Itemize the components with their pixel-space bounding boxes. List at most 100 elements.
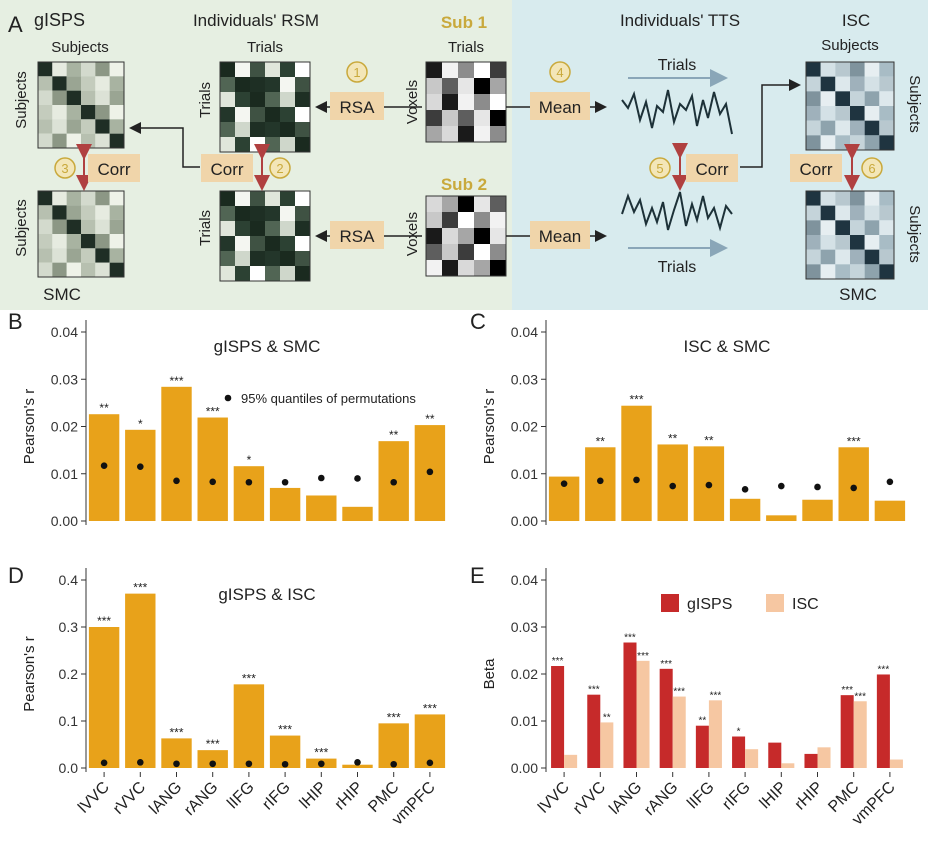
arrow-corr-to-isc [740,79,801,168]
matrix-cell [235,221,250,236]
matrix-cell [265,236,280,251]
matrix-cell [220,251,235,266]
y-tick-label: 0.03 [511,371,538,387]
matrix-cell [265,206,280,221]
bar-isc [889,759,903,768]
matrix-cell [66,62,81,77]
corr-tag-tts-bg [686,154,738,182]
significance-label: * [737,727,741,738]
matrix-cell [879,191,894,206]
matrix-cell [280,62,295,77]
x-tick-label: rHIP [332,779,367,814]
matrix-cell [426,228,442,244]
mean-tag-top: Mean [539,98,582,117]
matrix-cell [442,126,458,142]
matrix-cell [806,135,821,150]
matrix-cell [879,249,894,265]
matrix-cell [66,262,81,277]
matrix-cell [81,234,96,249]
matrix-cell [474,126,490,142]
significance-label: *** [169,725,183,739]
matrix-cell [52,191,67,206]
arrow-corr-to-glsps [129,122,200,168]
bar [766,515,797,521]
matrix-cell [38,119,53,134]
matrix-cell [52,133,67,148]
matrix-cell [850,135,865,150]
matrix-cell [806,220,821,235]
matrix-cell [806,62,821,77]
y-tick-label: 0.2 [59,666,79,682]
matrix-cell [295,77,310,92]
panel-letter-e: E [470,563,485,588]
step-circle-2 [269,157,291,179]
x-tick-label: lANG [606,779,645,818]
matrix-cell [235,236,250,251]
matrix-cell [426,110,442,126]
matrix-cell [850,191,865,206]
x-tick-label: lHIP [297,779,330,812]
bar [657,444,688,521]
significance-label: ** [99,401,109,415]
bar-isc [708,700,722,768]
matrix-cell [442,212,458,228]
x-tick-label: rVVC [110,779,149,818]
significance-label: *** [97,614,111,628]
bar-isc [600,722,614,768]
matrix-cell [280,137,295,152]
matrix-cell [66,133,81,148]
y-axis-label: Pearson's r [21,636,38,711]
legend-swatch [766,594,784,612]
y-tick-label: 0.03 [511,619,538,635]
matrix-cell [38,76,53,91]
matrix-cell [220,92,235,107]
matrix-cell [235,92,250,107]
matrix-cell [235,191,250,206]
bar [729,498,761,521]
matrix-cell [850,76,865,92]
significance-label: *** [552,656,564,667]
matrix-cell [109,191,124,206]
sub1-label: Sub 1 [441,13,487,32]
matrix-cell [235,266,250,281]
bar-isc [781,763,795,768]
matrix-cell [806,264,821,279]
matrix-cell [81,133,96,148]
matrix-cell [250,62,265,77]
y-tick-label: 0.04 [511,324,538,340]
significance-label: * [138,417,143,431]
chart-title: gISPS & ISC [218,585,315,604]
matrix-cell [879,220,894,235]
matrix-cell [864,91,880,106]
step-number-2: 2 [276,161,283,176]
matrix-cell [295,62,310,77]
matrix-cell [38,90,53,105]
matrix-border [37,190,125,278]
matrix-cell [295,236,310,251]
sub2-label: Sub 2 [441,175,487,194]
matrix-cell [820,91,836,106]
y-tick-label: 0.04 [51,324,78,340]
rsm-bottom-left-label: Trials [197,210,214,246]
bar-gisps [587,694,601,768]
matrix-cell [442,94,458,110]
chart-glsps-smc: 0.00 0.01 0.02 0.03 0.04 Pearson's r gISPS & S… [21,320,448,529]
matrix-cell [820,120,836,136]
matrix-cell [879,205,894,221]
matrix-cell [250,77,265,92]
matrix-cell [81,119,96,134]
matrix-cell [474,212,490,228]
matrix-cell [474,62,490,78]
matrix-cell [474,78,490,94]
x-tick-label: rIFG [719,779,754,814]
bar [838,447,869,521]
mean-tag-bottom: Mean [539,227,582,246]
matrix-cell [250,191,265,206]
step-circle-3 [54,157,76,179]
matrix-cell [295,221,310,236]
permutation-quantile-dot [245,760,253,768]
matrix-cell [81,248,96,263]
significance-label: *** [588,685,600,696]
matrix-cell [806,120,821,136]
matrix-cell [490,244,506,260]
